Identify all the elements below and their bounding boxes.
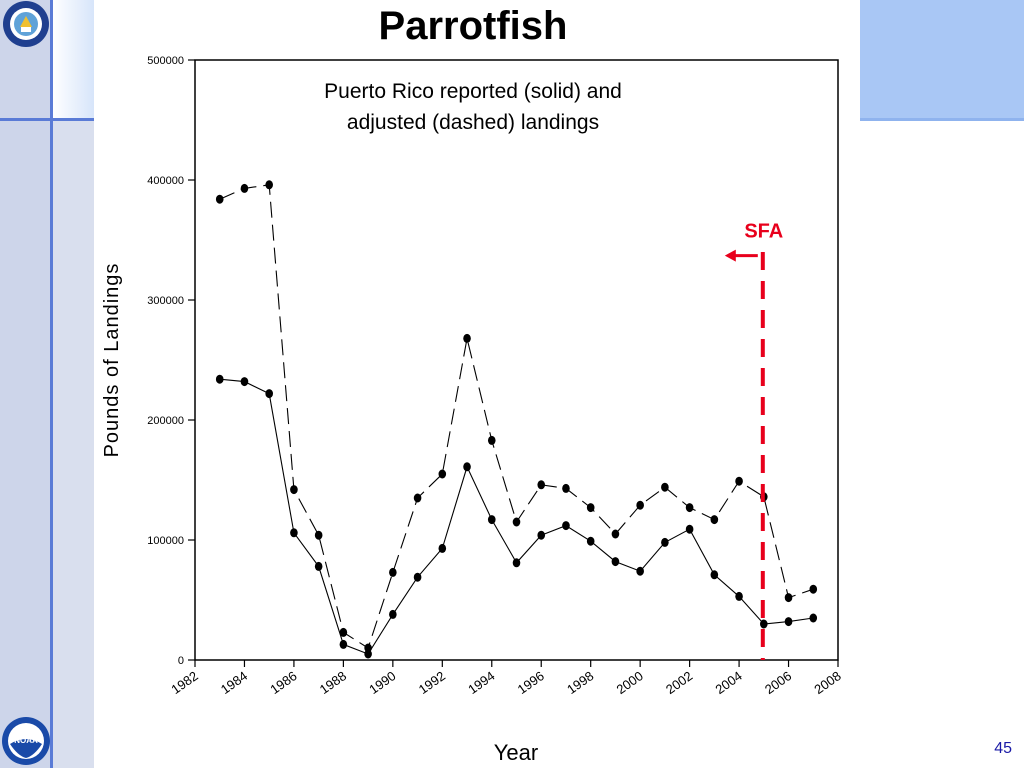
- data-point-solid: [636, 566, 644, 576]
- chart-title-line-1: Puerto Rico reported (solid) and: [324, 80, 622, 103]
- x-tick-label: 1990: [366, 668, 398, 697]
- data-point-solid: [487, 515, 496, 525]
- data-point-dashed: [240, 183, 249, 193]
- data-point-dashed: [339, 627, 348, 637]
- data-point-dashed: [389, 567, 397, 577]
- data-point-dashed: [314, 530, 323, 540]
- data-point-dashed: [537, 480, 546, 490]
- x-tick-label: 1988: [317, 668, 349, 697]
- x-axis-label: Year: [494, 740, 538, 765]
- data-point-dashed: [215, 194, 224, 204]
- data-point-dashed: [661, 482, 669, 492]
- data-point-solid: [413, 572, 422, 582]
- data-point-dashed: [685, 503, 694, 513]
- data-point-solid: [339, 639, 348, 649]
- data-point-solid: [710, 570, 719, 580]
- noaa-logo-icon: NOAA: [2, 717, 50, 765]
- y-tick-label: 100000: [147, 535, 184, 547]
- plot-frame: [194, 59, 839, 661]
- x-tick-label: 1982: [168, 668, 200, 697]
- y-tick-label: 400000: [147, 175, 184, 187]
- data-point-dashed: [735, 476, 743, 486]
- data-point-dashed: [364, 643, 372, 653]
- data-point-solid: [314, 561, 323, 571]
- data-point-dashed: [512, 517, 521, 527]
- x-tick-label: 1992: [416, 668, 448, 697]
- y-tick-label: 200000: [147, 415, 184, 427]
- data-point-dashed: [636, 500, 644, 510]
- y-axis-label: Pounds of Landings: [101, 263, 123, 458]
- data-point-solid: [562, 521, 570, 531]
- x-tick-label: 2002: [663, 668, 695, 697]
- x-tick-label: 1994: [465, 668, 497, 697]
- data-point-dashed: [265, 180, 273, 190]
- x-tick-label: 2004: [713, 668, 745, 697]
- sfa-arrow-head: [724, 249, 736, 262]
- slide-title: Parrotfish: [378, 4, 568, 48]
- data-point-solid: [784, 617, 793, 627]
- x-tick-label: 1996: [515, 668, 547, 697]
- y-tick-label: 300000: [147, 295, 184, 307]
- x-tick-label: 2006: [762, 668, 794, 697]
- data-point-dashed: [463, 333, 471, 343]
- data-point-solid: [537, 530, 546, 540]
- data-point-solid: [809, 613, 818, 623]
- horizontal-rule-right: [860, 118, 1024, 121]
- content-panel: [94, 0, 860, 768]
- data-point-solid: [760, 619, 768, 629]
- x-tick-label: 1998: [564, 668, 596, 697]
- data-point-solid: [265, 389, 273, 399]
- doc-seal-icon: [3, 1, 49, 47]
- data-point-dashed: [809, 584, 818, 594]
- horizontal-rule: [0, 118, 94, 121]
- x-tick-label: 2008: [811, 668, 843, 697]
- vertical-rule: [50, 0, 53, 768]
- series-line-solid: [219, 378, 814, 655]
- x-tick-label: 2000: [614, 668, 646, 697]
- data-point-solid: [685, 524, 694, 534]
- data-point-solid: [661, 537, 669, 547]
- x-tick-label: 1984: [218, 668, 250, 697]
- data-point-solid: [215, 374, 224, 384]
- data-point-dashed: [413, 493, 422, 503]
- data-point-solid: [735, 591, 743, 601]
- left-inner-band: [0, 0, 52, 768]
- sfa-label: SFA: [744, 221, 783, 243]
- slide-number: 45: [994, 740, 1012, 757]
- data-point-solid: [389, 609, 397, 619]
- series-line-dashed: [219, 184, 814, 649]
- data-point-dashed: [611, 529, 620, 539]
- data-point-solid: [240, 377, 249, 387]
- data-point-dashed: [562, 483, 570, 493]
- x-tick-label: 1986: [267, 668, 299, 697]
- data-point-solid: [438, 543, 447, 553]
- data-point-dashed: [290, 485, 298, 495]
- y-tick-label: 500000: [147, 55, 184, 67]
- chart-title-line-2: adjusted (dashed) landings: [347, 111, 599, 134]
- data-point-dashed: [487, 435, 496, 445]
- data-point-solid: [586, 536, 595, 546]
- data-point-dashed: [438, 469, 447, 479]
- right-panel: [860, 122, 1024, 768]
- y-tick-label: 0: [178, 655, 184, 667]
- data-point-dashed: [586, 503, 595, 513]
- data-point-solid: [611, 557, 620, 567]
- data-point-dashed: [710, 515, 719, 525]
- data-point-solid: [290, 528, 298, 538]
- data-point-dashed: [784, 593, 793, 603]
- data-point-solid: [463, 462, 471, 472]
- data-point-solid: [512, 558, 521, 568]
- noaa-logo-text: NOAA: [14, 736, 38, 745]
